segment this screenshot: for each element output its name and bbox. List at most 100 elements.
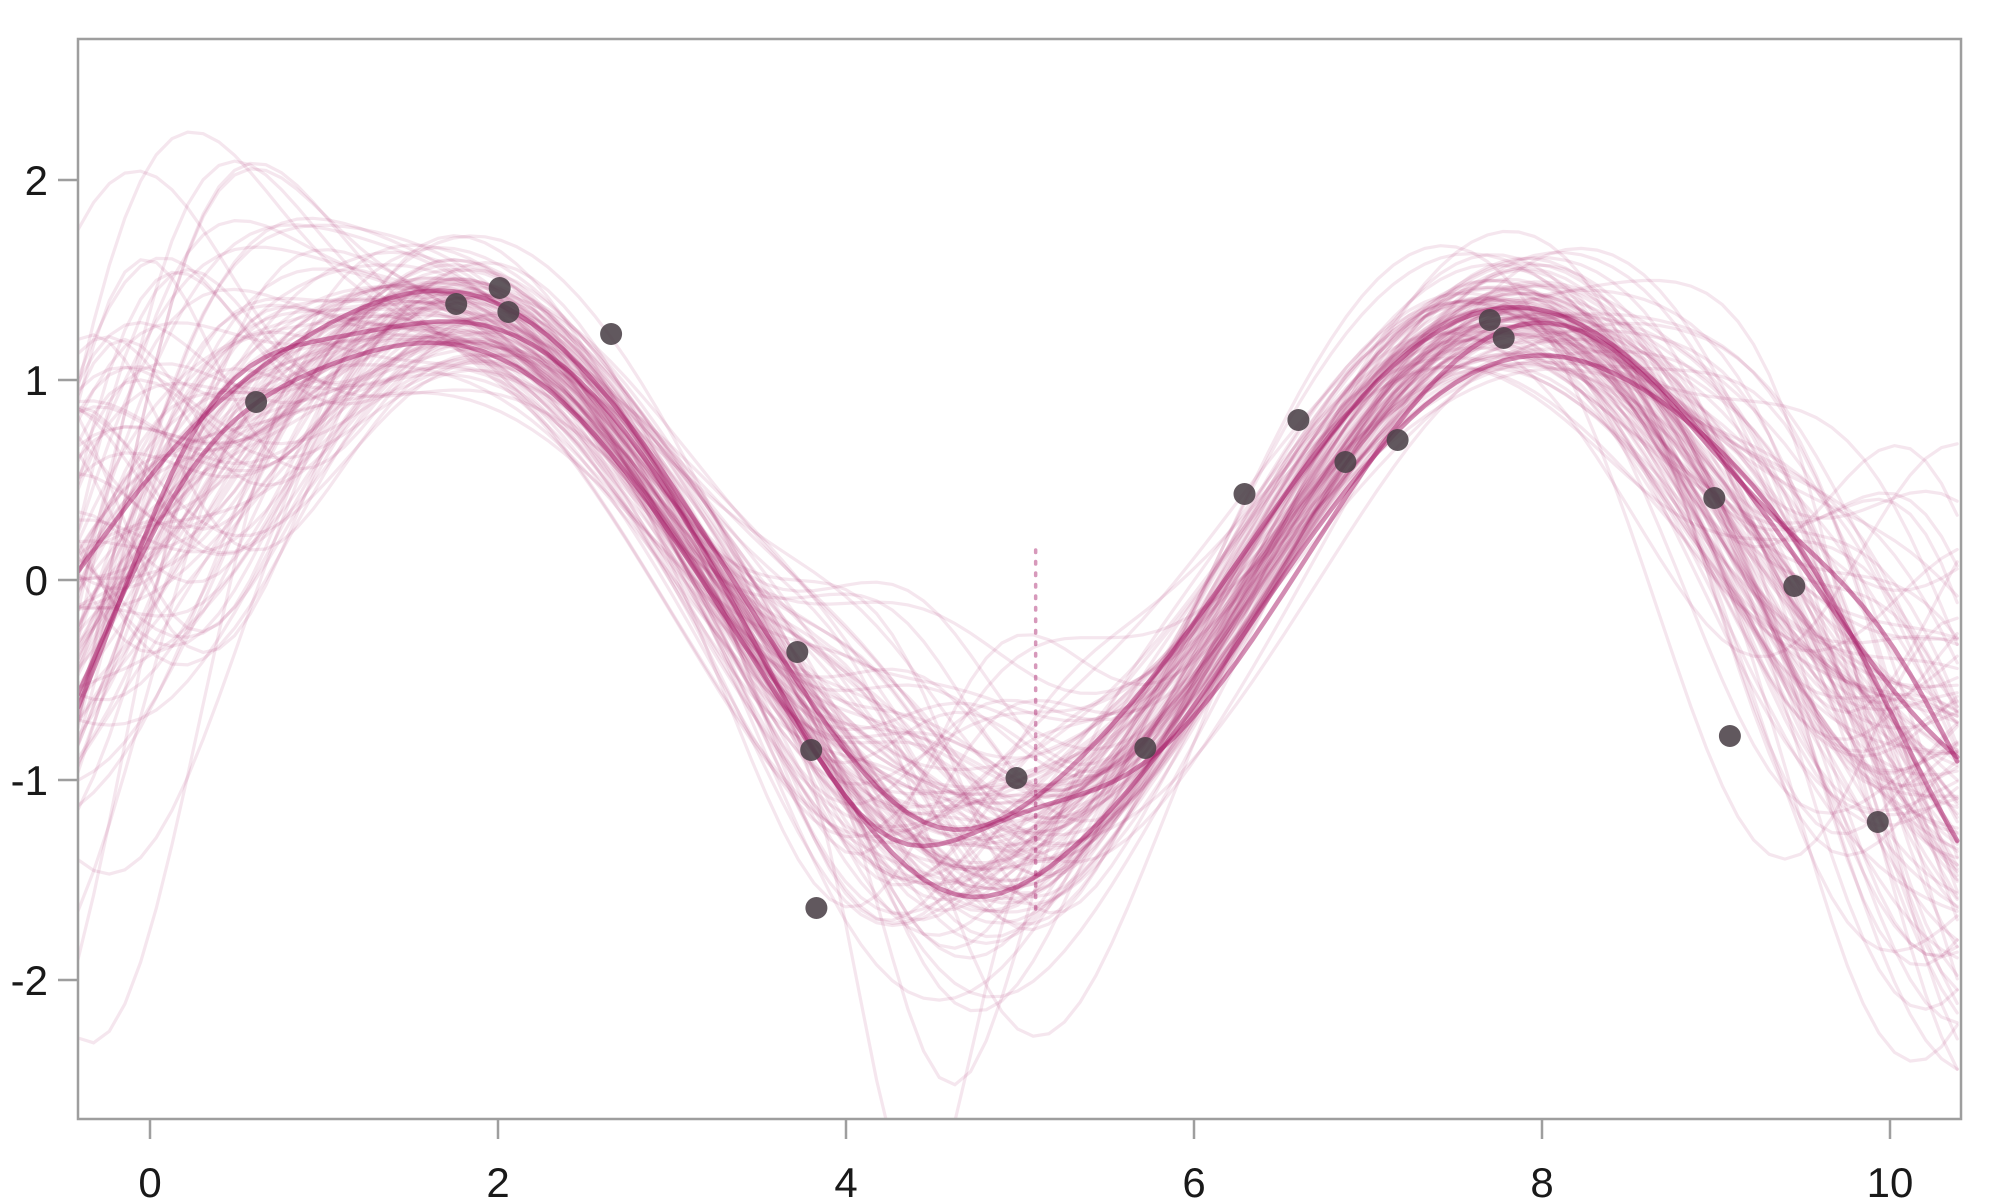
x-tick-label: 2 <box>486 1159 509 1200</box>
data-point <box>1783 575 1806 597</box>
sample-curve <box>78 250 1959 959</box>
sample-curve <box>78 280 1959 843</box>
data-point <box>497 301 520 323</box>
sample-curve <box>78 278 1959 879</box>
data-point <box>1478 309 1501 331</box>
sample-curve <box>78 267 1959 926</box>
sample-curve <box>78 300 1959 897</box>
sample-curve <box>78 159 1959 1015</box>
sample-curve <box>78 361 1959 867</box>
sample-curve <box>78 299 1959 850</box>
sample-curve <box>78 276 1959 909</box>
sample-curve <box>78 246 1959 864</box>
sample-curve <box>78 310 1959 908</box>
sample-curve <box>78 256 1959 805</box>
sample-curve <box>78 167 1959 887</box>
sample-curve <box>78 248 1959 949</box>
sample-curve <box>78 287 1959 816</box>
sample-curve <box>78 218 1959 939</box>
highlight-sample-curve <box>78 319 1960 849</box>
sample-curve <box>78 363 1959 846</box>
sample-curve <box>78 283 1959 873</box>
sample-curve <box>78 322 1959 884</box>
data-point <box>600 323 623 345</box>
sample-curve <box>78 323 1959 807</box>
highlight-sample-curve <box>78 340 1960 900</box>
sample-curve <box>78 234 1959 774</box>
sample-curve <box>78 317 1959 772</box>
x-tick-label: 6 <box>1182 1159 1205 1200</box>
sample-curve <box>78 284 1959 872</box>
highlight-sample-curve <box>78 288 1960 833</box>
sample-curve <box>78 267 1959 915</box>
x-tick-label: 0 <box>138 1159 161 1200</box>
data-point <box>1703 487 1726 509</box>
data-point <box>1233 483 1256 505</box>
data-point <box>786 641 809 663</box>
sample-curve <box>78 300 1959 903</box>
observations-layer <box>245 277 1889 919</box>
sample-curve <box>78 347 1959 954</box>
data-point <box>1492 327 1515 349</box>
sample-curve <box>78 313 1959 1087</box>
y-tick-label: -1 <box>11 757 48 804</box>
sample-curve <box>78 245 1959 1011</box>
sample-curve <box>78 341 1959 870</box>
sample-curve <box>78 314 1959 1071</box>
sample-curve <box>78 313 1959 865</box>
data-point <box>800 739 823 761</box>
data-point <box>245 391 268 413</box>
sample-curve <box>78 298 1959 937</box>
data-point <box>805 897 828 919</box>
sample-curve <box>78 298 1959 1013</box>
sample-curve <box>78 277 1959 977</box>
sample-curve <box>78 223 1959 981</box>
y-tick-label: 1 <box>25 357 48 404</box>
sample-curve <box>78 283 1959 960</box>
data-point <box>1287 409 1310 431</box>
x-tick-label: 4 <box>834 1159 857 1200</box>
sample-curve <box>78 291 1959 847</box>
y-tick-label: 0 <box>25 557 48 604</box>
sample-curve <box>78 266 1959 853</box>
sample-curve <box>78 169 1959 696</box>
sample-curve <box>78 245 1959 808</box>
sample-curve <box>78 276 1959 1119</box>
sample-curve <box>78 295 1959 887</box>
sample-curve <box>78 326 1959 1071</box>
sample-curve <box>78 263 1959 871</box>
sample-curve <box>78 223 1959 914</box>
sample-curve <box>78 244 1959 1002</box>
sample-curve <box>78 328 1959 992</box>
sample-curve <box>78 258 1959 856</box>
y-tick-label: 2 <box>25 157 48 204</box>
sample-curve <box>78 270 1959 844</box>
data-point <box>1134 737 1157 759</box>
sample-curve <box>78 277 1959 861</box>
sample-curve <box>78 337 1959 913</box>
sample-curve <box>78 267 1959 1041</box>
y-tick-label: -2 <box>11 957 48 1004</box>
x-tick-label: 8 <box>1530 1159 1553 1200</box>
sample-curve <box>78 262 1959 960</box>
data-point <box>445 293 468 315</box>
sample-curve <box>78 216 1959 779</box>
data-point <box>1005 767 1028 789</box>
sample-curve <box>78 330 1959 837</box>
sample-curve <box>78 319 1959 1063</box>
data-point <box>1334 451 1357 473</box>
sample-curve <box>78 306 1959 853</box>
sample-curve <box>78 296 1959 751</box>
sample-curve <box>78 337 1959 932</box>
data-point <box>1718 725 1741 747</box>
sample-curve <box>78 363 1959 1005</box>
data-point <box>1866 811 1889 833</box>
data-point <box>1386 429 1409 451</box>
sample-curve <box>78 243 1959 1045</box>
data-point <box>488 277 511 299</box>
sample-curve <box>78 234 1959 999</box>
